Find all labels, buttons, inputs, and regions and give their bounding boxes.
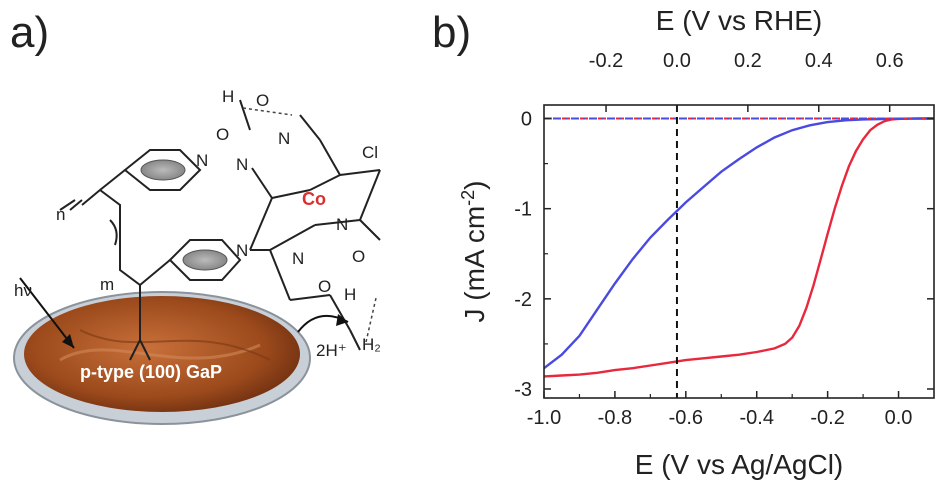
x-tick-label: -1.0 xyxy=(527,407,561,429)
light-label: hν xyxy=(14,281,32,300)
panel-b-label: b) xyxy=(432,8,472,57)
top-axis-title: E (V vs RHE) xyxy=(656,5,822,36)
polymer-backbone xyxy=(59,169,171,361)
light-arrow: hν xyxy=(14,277,75,349)
oxime-o-top-2: O xyxy=(216,125,229,144)
oxime-n-bottom-1: N xyxy=(336,215,348,234)
oxime-h-bottom: H xyxy=(344,285,356,304)
gap-wafer: p-type (100) GaP xyxy=(13,291,311,425)
y-tick-label: -2 xyxy=(514,289,532,311)
series-line-2 xyxy=(543,117,935,370)
x-tick-label: -0.8 xyxy=(598,407,632,429)
oxime-n-bottom-2: N xyxy=(292,249,304,268)
x2-tick-label: 0.4 xyxy=(805,50,833,72)
index-m: m xyxy=(100,275,114,294)
pyridine-n-1: N xyxy=(196,151,208,170)
chloride-label: Cl xyxy=(362,143,378,162)
product-label: H₂ xyxy=(362,335,381,354)
x-tick-label: -0.6 xyxy=(669,407,703,429)
reaction-arrow: 2H⁺ H₂ xyxy=(297,314,381,360)
reactant-label: 2H⁺ xyxy=(316,341,347,360)
x2-tick-label: -0.2 xyxy=(589,50,623,72)
oxime-n-top-1: N xyxy=(278,129,290,148)
y-axis-title-main: J (mA cm xyxy=(459,206,490,323)
pyridine-ring-1: N xyxy=(123,149,208,191)
substrate-label: p-type (100) GaP xyxy=(80,362,222,382)
cobalt-center: Co xyxy=(302,189,326,209)
index-n: n xyxy=(56,205,65,224)
y-tick-label: 0 xyxy=(521,109,532,131)
cobaloxime-complex: Co Cl H O O N N N N O O H xyxy=(216,87,381,351)
schematic-illustration: p-type (100) GaP hν n m N N xyxy=(13,87,381,425)
x-tick-label: -0.2 xyxy=(810,407,844,429)
y-axis-title-close: ) xyxy=(459,180,490,189)
y-tick-label: -1 xyxy=(514,199,532,221)
y-axis-title: J (mA cm-2) xyxy=(458,180,490,322)
x-tick-label: 0.0 xyxy=(885,407,913,429)
series-line-1 xyxy=(543,117,934,378)
plot-frame xyxy=(543,104,935,399)
pyridine-ring-2: N xyxy=(168,239,248,281)
y-tick-label: -3 xyxy=(514,379,532,401)
oxime-h-top: H xyxy=(222,87,234,106)
oxime-o-bottom-1: O xyxy=(352,247,365,266)
y-axis-title-sup: -2 xyxy=(458,190,478,206)
oxime-o-bottom-2: O xyxy=(318,277,331,296)
jv-chart: E (V vs RHE) E (V vs Ag/AgCl) J (mA cm-2… xyxy=(458,5,935,480)
x-tick-label: -0.4 xyxy=(739,407,773,429)
x2-tick-label: 0.0 xyxy=(663,50,691,72)
pyridine-n-2: N xyxy=(236,241,248,260)
panel-a-label: a) xyxy=(10,8,50,57)
bottom-axis-title: E (V vs Ag/AgCl) xyxy=(635,449,844,480)
x2-tick-label: 0.6 xyxy=(876,50,904,72)
oxime-n-top-2: N xyxy=(236,155,248,174)
oxime-o-top-1: O xyxy=(256,91,269,110)
x2-tick-label: 0.2 xyxy=(734,50,762,72)
plot-area: -1.0 -0.8 -0.6 -0.4 -0.2 0.0 -0.2 0.0 0.2 0.4 0.6 0… xyxy=(514,50,935,429)
